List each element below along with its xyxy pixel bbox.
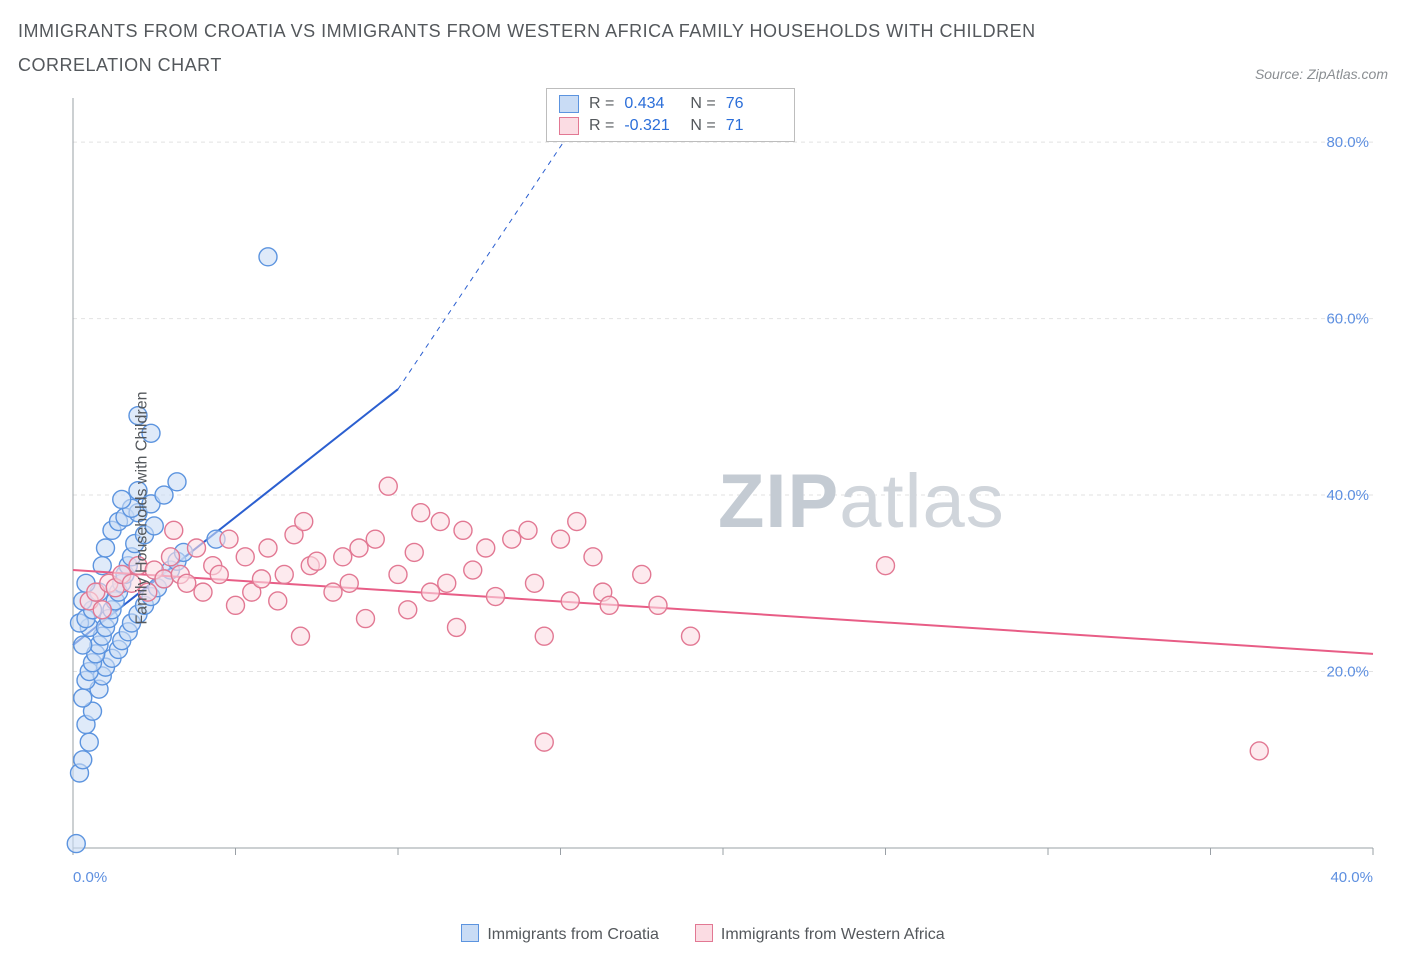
n-value: 76 (726, 95, 782, 113)
stats-row: R = 0.434 N = 76 (547, 93, 794, 115)
legend-label: Immigrants from Western Africa (721, 926, 945, 943)
stats-legend-box: R = 0.434 N = 76 R = -0.321 N = 71 (546, 88, 795, 142)
svg-text:60.0%: 60.0% (1326, 311, 1369, 328)
svg-text:20.0%: 20.0% (1326, 664, 1369, 681)
n-value: 71 (726, 117, 782, 135)
r-label: R = (589, 95, 614, 113)
r-label: R = (589, 117, 614, 135)
chart-svg: 20.0% 40.0% 60.0% 80.0% 0.0% 40.0% (18, 88, 1388, 888)
correlation-chart: Family Households with Children 20.0% 40.… (18, 88, 1388, 928)
svg-text:0.0%: 0.0% (73, 869, 107, 886)
source-label: Source: ZipAtlas.com (1255, 66, 1388, 82)
series-swatch (559, 117, 579, 135)
page-title: IMMIGRANTS FROM CROATIA VS IMMIGRANTS FR… (18, 14, 1118, 82)
r-value: 0.434 (624, 95, 680, 113)
y-axis-label: Family Households with Children (133, 392, 151, 625)
svg-text:40.0%: 40.0% (1330, 869, 1373, 886)
svg-text:80.0%: 80.0% (1326, 134, 1369, 151)
series-swatch (559, 95, 579, 113)
n-label: N = (690, 95, 715, 113)
stats-row: R = -0.321 N = 71 (547, 115, 794, 137)
r-value: -0.321 (624, 117, 680, 135)
legend-label: Immigrants from Croatia (487, 926, 659, 943)
n-label: N = (690, 117, 715, 135)
svg-text:40.0%: 40.0% (1326, 487, 1369, 504)
